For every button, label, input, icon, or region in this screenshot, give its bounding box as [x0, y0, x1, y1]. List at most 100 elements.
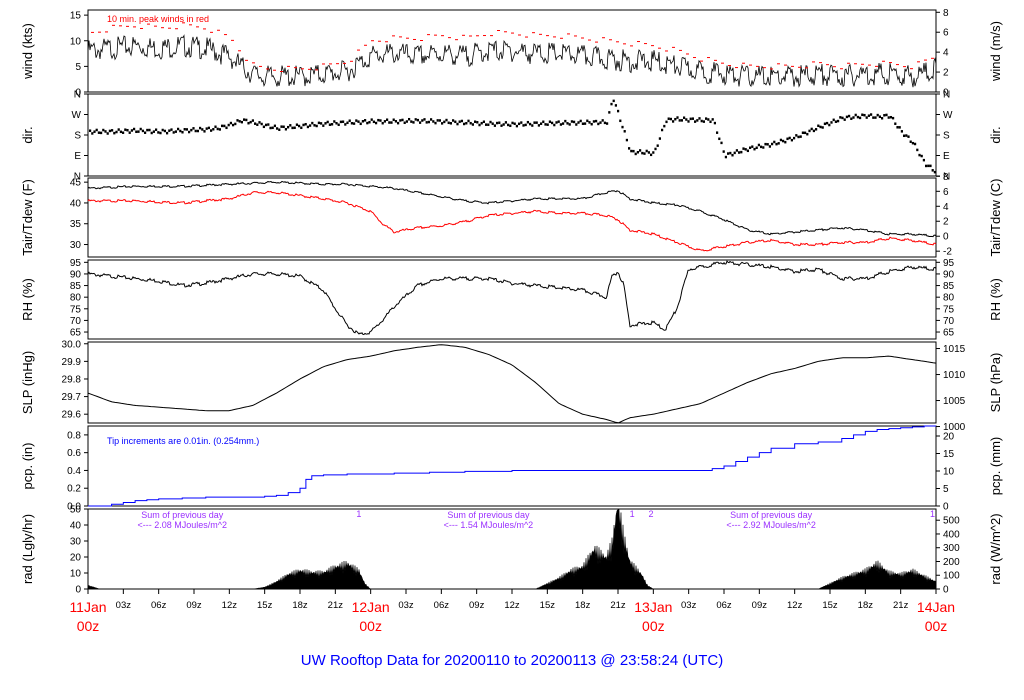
series-dir-point: [775, 142, 778, 146]
x-tick-label: 18z: [292, 600, 308, 611]
series-dir-point: [337, 123, 340, 127]
tick-label-right-pcp: 15: [943, 449, 955, 460]
series-dir-point: [885, 113, 888, 117]
tick-label-left-rad: 10: [70, 569, 82, 580]
series-dir-point: [236, 119, 239, 122]
series-dir-point: [441, 122, 444, 125]
series-dir-point: [777, 142, 780, 145]
series-dir-point: [812, 129, 815, 133]
day-label-hour: 00z: [925, 618, 948, 634]
series-dir-point: [146, 128, 149, 132]
series-dir-point: [700, 119, 703, 123]
series-dir-point: [287, 125, 290, 129]
series-dir-point: [111, 129, 114, 132]
x-axis: 03z 06z 09z 12z 15z 18z 21z 03z 06z 09z 12z 15z 18z 2…: [69, 589, 955, 634]
series-dir-point: [194, 129, 197, 133]
series-dir-point: [447, 121, 450, 125]
series-dir-point: [474, 120, 477, 123]
tick-label-left-temp: 40: [70, 198, 82, 209]
tick-label-right-rad: 300: [943, 543, 960, 554]
series-dir-point: [513, 122, 516, 125]
series-dir-point: [925, 164, 928, 168]
series-dir-point: [575, 123, 578, 126]
series-dir-point: [867, 114, 870, 117]
series-dir-point: [181, 130, 184, 134]
series-dir-point: [476, 121, 479, 124]
series-dir-point: [414, 118, 417, 121]
series-dir-point: [408, 117, 411, 121]
series-dir-point: [832, 118, 835, 122]
tick-label-right-pcp: 10: [943, 467, 955, 478]
series-dir-point: [172, 131, 175, 134]
series-dir-point: [905, 134, 908, 137]
series-dir-point: [273, 124, 276, 128]
series-dir-point: [150, 131, 153, 135]
rad-sum-line2: <--- 2.92 MJoules/m^2: [726, 520, 816, 530]
x-tick-label: 21z: [893, 600, 909, 611]
tick-label-left-temp: 35: [70, 219, 82, 230]
series-dir-point: [260, 122, 263, 126]
series-dir-point: [416, 118, 419, 122]
x-tick-label: 18z: [858, 600, 874, 611]
series-dir-point: [295, 123, 298, 126]
series-dir-point: [784, 140, 787, 144]
series-dir-point: [144, 131, 147, 134]
series-dir-point: [641, 151, 644, 155]
series-dir-point: [870, 113, 873, 116]
series-dir-point: [559, 123, 562, 126]
series-dir-point: [480, 121, 483, 125]
series-dir-point: [309, 124, 312, 127]
series-dir-point: [205, 127, 208, 130]
tick-label-left-wind: 15: [70, 11, 82, 22]
panel-slp: SLP (inHg) SLP (hPa) 29.6 29.7 29.8 29.9 30.0 1…: [20, 339, 1003, 433]
tick-label-right-rh: 70: [943, 316, 955, 327]
series-dir-point: [643, 152, 646, 155]
pcp-note: Tip increments are 0.01in. (0.254mm.): [107, 436, 259, 446]
series-dir-point: [493, 124, 496, 127]
series-dir-point: [133, 127, 136, 131]
series-dir-point: [645, 149, 648, 153]
series-dir-point: [570, 120, 573, 123]
series-dir-point: [502, 123, 505, 126]
series-dir-point: [716, 131, 719, 134]
tick-label-right-slp: 1015: [943, 344, 966, 355]
series-dir-point: [113, 131, 116, 135]
panel-pcp: pcp. (in) pcp. (mm) 0.0 0.2 0.4 0.6 0.8 0 5 10 15 2…: [20, 425, 1003, 513]
series-dir-point: [608, 111, 611, 114]
tick-label-left-rh: 75: [70, 304, 82, 315]
series-dir-point: [718, 137, 721, 141]
series-dir-point: [713, 121, 716, 125]
x-tick-label: 09z: [186, 600, 202, 611]
series-dir-point: [262, 125, 265, 129]
series-dir-point: [188, 130, 191, 134]
day-label-date: 12Jan: [352, 599, 390, 615]
series-dir-point: [724, 155, 727, 159]
tick-label-left-dir: W: [72, 110, 82, 121]
series-dir-point: [667, 117, 670, 120]
ylabel-left-temp: Tair/Tdew (F): [20, 179, 35, 256]
series-dir-point: [427, 120, 430, 124]
tick-label-right-rh: 65: [943, 328, 955, 339]
tick-label-left-rad: 20: [70, 553, 82, 564]
series-dir-point: [843, 118, 846, 121]
series-dir-point: [282, 125, 285, 129]
rad-marker: 2: [648, 509, 653, 519]
series-tair: [87, 180, 937, 238]
series-dir-point: [729, 151, 732, 155]
series-dir-point: [590, 122, 593, 126]
ylabel-right-pcp: pcp. (mm): [988, 437, 1003, 496]
series-dir-point: [500, 124, 503, 127]
series-dir-point: [625, 138, 628, 142]
series-dir-point: [817, 124, 820, 128]
series-dir-point: [507, 123, 510, 127]
wind-note: 10 min. peak winds in red: [107, 14, 209, 24]
series-dir-point: [251, 119, 254, 122]
series-dir-point: [383, 120, 386, 123]
tick-label-right-rad: 0: [943, 585, 949, 596]
rad-sum-line1: Sum of previous day: [447, 510, 530, 520]
series-dir-point: [914, 142, 917, 146]
x-tick-label: 09z: [469, 600, 485, 611]
series-dir-point: [658, 137, 661, 140]
rad-sum-line2: <--- 1.54 MJoules/m^2: [444, 520, 534, 530]
tick-label-right-dir: E: [943, 151, 950, 162]
